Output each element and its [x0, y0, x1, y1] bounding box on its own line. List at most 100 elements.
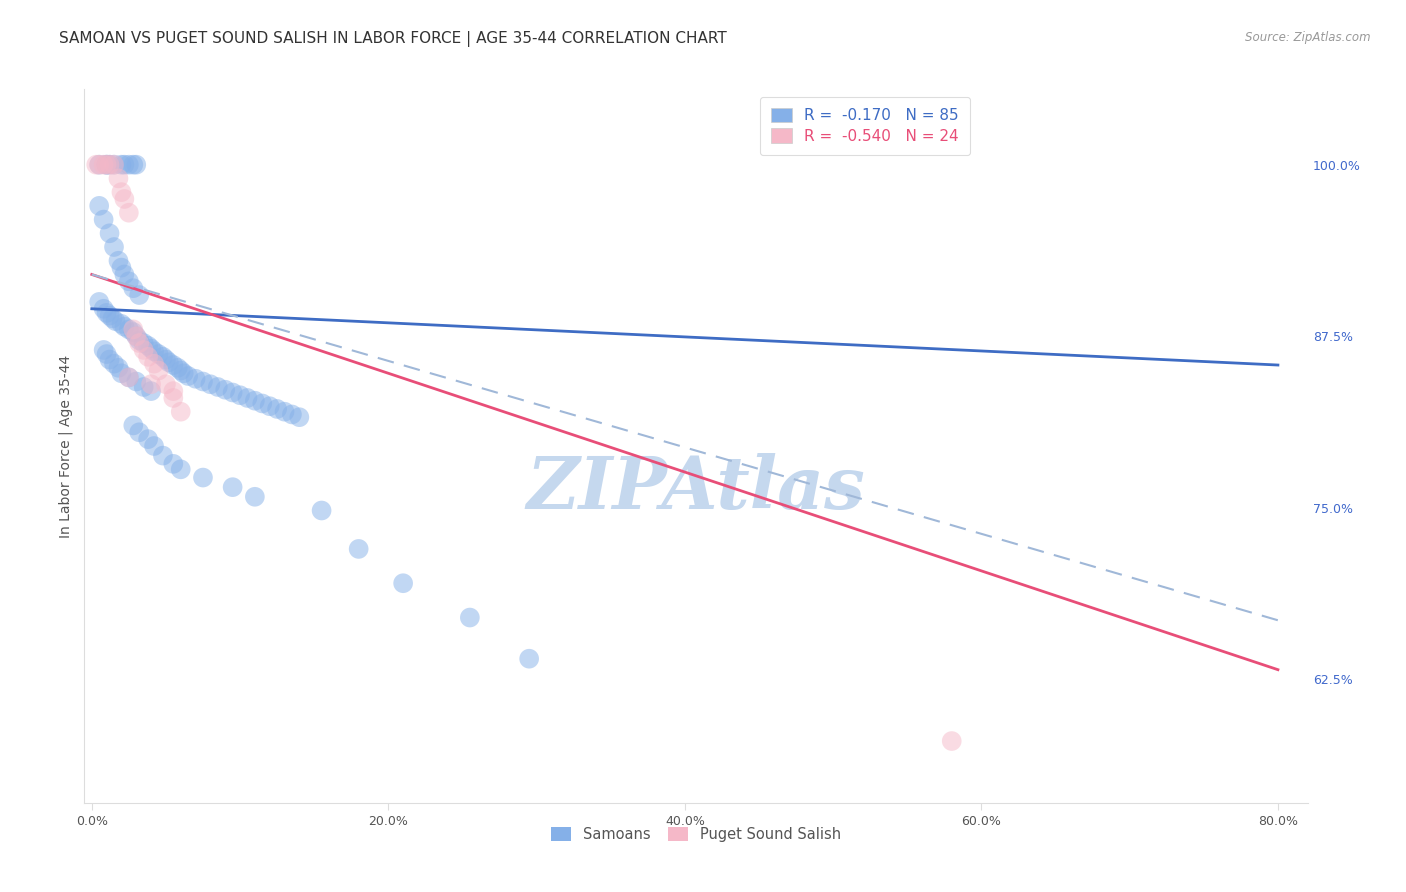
Point	[170, 363, 193, 377]
Point	[118, 205, 141, 219]
Point	[143, 357, 166, 371]
Point	[347, 541, 370, 556]
Point	[162, 358, 184, 372]
Point	[122, 158, 145, 172]
Point	[155, 352, 177, 367]
Point	[128, 336, 150, 351]
Point	[118, 322, 141, 336]
Point	[118, 274, 141, 288]
Point	[392, 576, 415, 591]
Point	[128, 288, 150, 302]
Point	[273, 405, 295, 419]
Point	[157, 355, 180, 369]
Point	[184, 372, 207, 386]
Point	[93, 158, 115, 172]
Point	[128, 334, 150, 348]
Point	[96, 306, 118, 320]
Point	[122, 281, 145, 295]
Point	[148, 363, 170, 377]
Legend: Samoans, Puget Sound Salish: Samoans, Puget Sound Salish	[544, 820, 848, 849]
Point	[125, 329, 148, 343]
Point	[89, 199, 111, 213]
Point	[112, 319, 135, 334]
Point	[103, 158, 125, 172]
Point	[266, 401, 288, 416]
Point	[243, 490, 266, 504]
Point	[98, 352, 121, 367]
Point	[98, 158, 121, 172]
Point	[103, 240, 125, 254]
Point	[155, 377, 177, 392]
Point	[162, 384, 184, 398]
Point	[107, 253, 129, 268]
Point	[458, 610, 481, 624]
Point	[221, 480, 243, 494]
Point	[281, 408, 304, 422]
Point	[143, 344, 166, 359]
Point	[118, 370, 141, 384]
Point	[139, 342, 162, 356]
Point	[96, 158, 118, 172]
Point	[103, 357, 125, 371]
Point	[125, 329, 148, 343]
Point	[98, 309, 121, 323]
Point	[112, 158, 135, 172]
Point	[98, 227, 121, 241]
Point	[122, 322, 145, 336]
Point	[89, 294, 111, 309]
Point	[170, 405, 193, 419]
Point	[136, 350, 159, 364]
Text: ZIPAtlas: ZIPAtlas	[527, 453, 865, 524]
Point	[98, 158, 121, 172]
Point	[110, 317, 132, 331]
Point	[110, 366, 132, 380]
Point	[103, 158, 125, 172]
Point	[170, 462, 193, 476]
Point	[96, 158, 118, 172]
Point	[84, 158, 107, 172]
Point	[128, 425, 150, 440]
Point	[118, 158, 141, 172]
Point	[177, 369, 200, 384]
Point	[162, 391, 184, 405]
Point	[517, 651, 540, 665]
Point	[93, 301, 115, 316]
Point	[191, 470, 214, 484]
Text: SAMOAN VS PUGET SOUND SALISH IN LABOR FORCE | AGE 35-44 CORRELATION CHART: SAMOAN VS PUGET SOUND SALISH IN LABOR FO…	[59, 31, 727, 47]
Point	[110, 158, 132, 172]
Point	[125, 158, 148, 172]
Point	[162, 457, 184, 471]
Point	[125, 375, 148, 389]
Point	[122, 418, 145, 433]
Point	[132, 380, 155, 394]
Point	[259, 399, 281, 413]
Point	[152, 449, 174, 463]
Point	[229, 388, 252, 402]
Point	[166, 360, 188, 375]
Point	[118, 370, 141, 384]
Point	[221, 385, 243, 400]
Point	[107, 171, 129, 186]
Point	[112, 192, 135, 206]
Point	[104, 314, 127, 328]
Point	[132, 343, 155, 357]
Point	[136, 432, 159, 446]
Point	[89, 158, 111, 172]
Point	[101, 311, 124, 326]
Point	[96, 347, 118, 361]
Point	[148, 347, 170, 361]
Point	[107, 360, 129, 375]
Point	[110, 260, 132, 275]
Point	[89, 158, 111, 172]
Point	[143, 439, 166, 453]
Point	[191, 375, 214, 389]
Point	[214, 383, 236, 397]
Point	[252, 396, 274, 410]
Point	[139, 377, 162, 392]
Point	[136, 339, 159, 353]
Point	[132, 336, 155, 351]
Point	[311, 503, 333, 517]
Point	[122, 325, 145, 339]
Point	[288, 410, 311, 425]
Point	[93, 212, 115, 227]
